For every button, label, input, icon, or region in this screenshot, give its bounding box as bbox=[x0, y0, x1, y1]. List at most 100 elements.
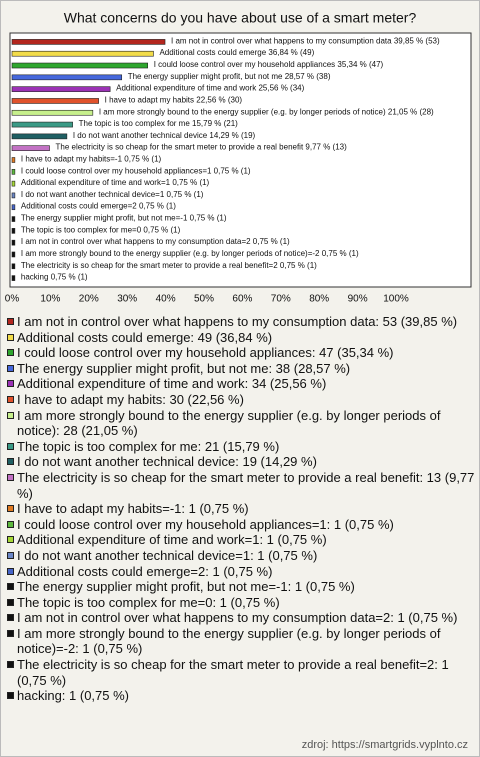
legend-label: The topic is too complex for me: 21 (15,… bbox=[17, 438, 280, 454]
bar bbox=[11, 275, 16, 281]
bar-label-value: 21,05 % (28) bbox=[388, 107, 434, 116]
legend-swatch bbox=[7, 567, 14, 575]
bar-label-value: 0,75 % (1) bbox=[124, 155, 161, 164]
bar-label-value: 0,75 % (1) bbox=[280, 261, 317, 270]
bar-label-value: 22,56 % (30) bbox=[196, 96, 242, 105]
legend-item: I could loose control over my household … bbox=[7, 345, 475, 361]
bar-label-value: 15,79 % (21) bbox=[192, 119, 238, 128]
bar-label: I am not in control over what happens to… bbox=[171, 37, 440, 46]
legend-label: I do not want another technical device: … bbox=[17, 454, 317, 470]
x-tick-label: 0% bbox=[5, 294, 20, 305]
bar-label: I have to adapt my habits 22,56 % (30) bbox=[105, 96, 243, 105]
bar-label: I do not want another technical device=1… bbox=[21, 190, 204, 199]
legend-item: I am not in control over what happens to… bbox=[7, 610, 475, 626]
bar-label: Additional costs could emerge=2 0,75 % (… bbox=[21, 202, 176, 211]
bar-label: The topic is too complex for me=0 0,75 %… bbox=[21, 225, 181, 234]
legend-item: The energy supplier might profit, but no… bbox=[7, 361, 475, 377]
legend-item: The electricity is so cheap for the smar… bbox=[7, 470, 475, 501]
bar-label-category: hacking bbox=[21, 273, 49, 282]
bar bbox=[11, 216, 16, 222]
legend-swatch bbox=[7, 661, 14, 669]
bar bbox=[11, 228, 16, 234]
bar-label: Additional expenditure of time and work … bbox=[116, 84, 304, 93]
legend-swatch bbox=[7, 333, 14, 341]
bar bbox=[11, 98, 99, 104]
legend-label: The energy supplier might profit, but no… bbox=[17, 360, 351, 376]
bar bbox=[11, 74, 123, 81]
legend-item: The topic is too complex for me: 21 (15,… bbox=[7, 439, 475, 455]
legend-swatch bbox=[7, 536, 14, 544]
bar-label-category: I have to adapt my habits=-1 bbox=[21, 155, 123, 164]
legend-label: The topic is too complex for me=0: 1 (0,… bbox=[17, 594, 280, 610]
legend-swatch bbox=[7, 473, 14, 481]
source: zdroj: https://smartgrids.vyplnto.cz bbox=[301, 739, 468, 751]
bar bbox=[11, 157, 16, 163]
x-tick-label: 40% bbox=[156, 294, 176, 305]
x-tick-label: 60% bbox=[232, 294, 252, 305]
bar-label-category: The topic is too complex for me bbox=[79, 119, 191, 128]
bar-label-value: 14,29 % (19) bbox=[209, 131, 255, 140]
legend-label: The energy supplier might profit, but no… bbox=[17, 579, 355, 595]
bar-label-value: 0,75 % (1) bbox=[51, 273, 88, 282]
bar-label-value: 36,84 % (49) bbox=[268, 48, 314, 57]
bar-label-category: I could loose control over my household … bbox=[154, 60, 335, 69]
legend-label: Additional costs could emerge=2: 1 (0,75… bbox=[17, 563, 273, 579]
bar-label-value: 35,34 % (47) bbox=[337, 60, 383, 69]
bar-label-category: I do not want another technical device bbox=[73, 131, 208, 140]
x-tick-label: 50% bbox=[194, 294, 214, 305]
bar bbox=[11, 204, 16, 211]
legend-item: The electricity is so cheap for the smar… bbox=[7, 657, 475, 688]
legend-label: I am not in control over what happens to… bbox=[17, 610, 458, 626]
bar-label-category: I am more strongly bound to the energy s… bbox=[21, 249, 320, 258]
bar-label: The electricity is so cheap for the smar… bbox=[56, 143, 348, 152]
bar-label-category: I am not in control over what happens to… bbox=[21, 237, 251, 246]
bar-label: I am more strongly bound to the energy s… bbox=[21, 249, 359, 258]
bar-label: I am more strongly bound to the energy s… bbox=[99, 107, 434, 116]
bar-label-category: I have to adapt my habits bbox=[105, 96, 194, 105]
bar bbox=[11, 39, 166, 45]
x-tick-label: 10% bbox=[40, 294, 60, 305]
bar-label: I do not want another technical device 1… bbox=[73, 131, 256, 140]
legend-swatch bbox=[7, 380, 14, 388]
bar bbox=[11, 86, 111, 92]
legend-label: I do not want another technical device=1… bbox=[17, 547, 318, 563]
x-tick-label: 30% bbox=[117, 294, 137, 305]
legend-item: hacking: 1 (0,75 %) bbox=[7, 688, 475, 704]
bar-label: hacking 0,75 % (1) bbox=[21, 273, 88, 282]
bar-label-category: Additional expenditure of time and work bbox=[116, 84, 257, 93]
bar bbox=[11, 169, 16, 175]
legend-item: I am more strongly bound to the energy s… bbox=[7, 408, 475, 439]
chart: What concerns do you have about use of a… bbox=[5, 10, 472, 305]
chart-title: What concerns do you have about use of a… bbox=[64, 10, 417, 26]
bar-label-value: 0,75 % (1) bbox=[143, 225, 180, 234]
legend-swatch bbox=[7, 583, 14, 591]
legend-item: I do not want another technical device=1… bbox=[7, 548, 475, 564]
bar-label-category: The electricity is so cheap for the smar… bbox=[56, 143, 304, 152]
bar-label-category: I could loose control over my household … bbox=[21, 166, 212, 175]
bar-label-category: The energy supplier might profit, but no… bbox=[128, 72, 283, 81]
legend-swatch bbox=[7, 629, 14, 637]
legend-label: Additional costs could emerge: 49 (36,84… bbox=[17, 329, 273, 345]
bar bbox=[11, 145, 50, 151]
bar bbox=[11, 133, 68, 140]
bar bbox=[11, 180, 16, 187]
bar bbox=[11, 263, 16, 270]
bar-label-category: I am not in control over what happens to… bbox=[171, 37, 392, 46]
legend-item: Additional costs could emerge: 49 (36,84… bbox=[7, 330, 475, 346]
bar bbox=[11, 192, 16, 199]
legend-label: I am not in control over what happens to… bbox=[17, 314, 458, 329]
legend-item: I am more strongly bound to the energy s… bbox=[7, 626, 475, 657]
bar-label: I am not in control over what happens to… bbox=[21, 237, 290, 246]
legend-item: Additional expenditure of time and work:… bbox=[7, 376, 475, 392]
legend-swatch bbox=[7, 411, 14, 419]
legend-label: The electricity is so cheap for the smar… bbox=[17, 657, 449, 688]
legend-item: Additional costs could emerge=2: 1 (0,75… bbox=[7, 564, 475, 580]
legend-item: I could loose control over my household … bbox=[7, 517, 475, 533]
x-tick-label: 100% bbox=[383, 294, 409, 305]
bar bbox=[11, 251, 16, 258]
legend-swatch bbox=[7, 395, 14, 403]
bar-label: I could loose control over my household … bbox=[154, 60, 384, 69]
bar-label-value: 0,75 % (1) bbox=[139, 202, 176, 211]
legend-label: I have to adapt my habits=-1: 1 (0,75 %) bbox=[17, 501, 249, 517]
bar-label-value: 0,75 % (1) bbox=[167, 190, 204, 199]
